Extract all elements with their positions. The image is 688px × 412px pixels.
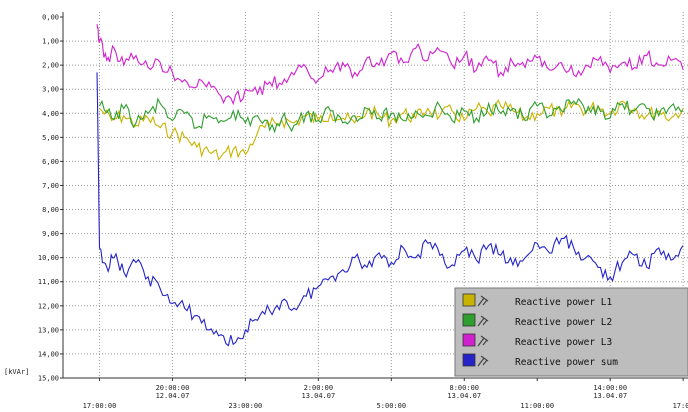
plug-icon-shape <box>477 335 489 347</box>
legend-swatch <box>462 353 476 367</box>
x-tick-date-label: 13.04.07 <box>301 392 335 400</box>
x-tick-label: 2:00:00 <box>304 384 334 392</box>
x-tick-label: 17:00 <box>673 402 688 410</box>
y-tick-label: 5,00 <box>42 134 59 142</box>
y-tick-label: 4,00 <box>42 110 59 118</box>
x-tick-label: 5:00:00 <box>377 402 407 410</box>
x-tick-label: 8:00:00 <box>450 384 480 392</box>
series-lines <box>96 24 684 347</box>
series-line-1 <box>99 99 684 161</box>
series-line-3 <box>96 24 684 106</box>
y-tick-label: 6,00 <box>42 158 59 166</box>
x-tick-label: 14:00:00 <box>593 384 627 392</box>
y-tick-label: 13,00 <box>38 326 59 334</box>
x-tick-date-label: 13.04.07 <box>593 392 627 400</box>
x-tick-label: 11:00:00 <box>520 402 554 410</box>
y-tick-label: 10,00 <box>38 254 59 262</box>
plug-icon <box>477 335 489 347</box>
y-tick-label: 15,00 <box>38 375 59 383</box>
plug-icon <box>477 295 489 307</box>
legend: Reactive power L1 Reactive power L2 Reacti… <box>454 287 688 377</box>
y-tick-label: 11,00 <box>38 278 59 286</box>
y-tick-label: 3,00 <box>42 86 59 94</box>
x-tick-label: 17:00:00 <box>83 402 117 410</box>
y-tick-label: 7,00 <box>42 182 59 190</box>
legend-label: Reactive power L1 <box>515 297 613 308</box>
legend-items: Reactive power L1 Reactive power L2 Reacti… <box>462 293 618 368</box>
y-tick-label: 14,00 <box>38 350 59 358</box>
x-axis-ticks: 17:00:0020:00:0012.04.0723:00:002:00:001… <box>83 378 688 410</box>
legend-label: Reactive power L2 <box>515 317 612 328</box>
legend-swatch <box>462 313 476 327</box>
series-line-2 <box>99 97 684 134</box>
y-axis-ticks: 0,00 1,00 2,00 3,00 4,00 5,00 6,00 7,00 8,00 9,00… <box>38 14 63 383</box>
x-tick-label: 20:00:00 <box>156 384 190 392</box>
legend-box <box>454 287 688 377</box>
x-tick-date-label: 13.04.07 <box>447 392 481 400</box>
y-axis-label: [kVAr] <box>4 368 29 376</box>
plug-icon-shape <box>477 355 489 367</box>
y-tick-label: 12,00 <box>38 302 59 310</box>
x-tick-label: 23:00:00 <box>229 402 263 410</box>
y-tick-label: 0,00 <box>42 14 59 22</box>
y-tick-label: 2,00 <box>42 62 59 70</box>
legend-swatch <box>462 293 476 307</box>
legend-swatch <box>462 333 476 347</box>
series-line-4 <box>96 72 684 347</box>
legend-label: Reactive power L3 <box>515 337 612 348</box>
x-tick-date-label: 12.04.07 <box>156 392 190 400</box>
plug-icon <box>477 315 489 327</box>
plug-icon-shape <box>477 295 489 307</box>
plug-icon-shape <box>477 315 489 327</box>
legend-label: Reactive power sum <box>515 357 618 368</box>
y-tick-label: 8,00 <box>42 206 59 214</box>
y-tick-label: 9,00 <box>42 230 59 238</box>
plug-icon <box>477 355 489 367</box>
y-tick-label: 1,00 <box>42 38 59 46</box>
